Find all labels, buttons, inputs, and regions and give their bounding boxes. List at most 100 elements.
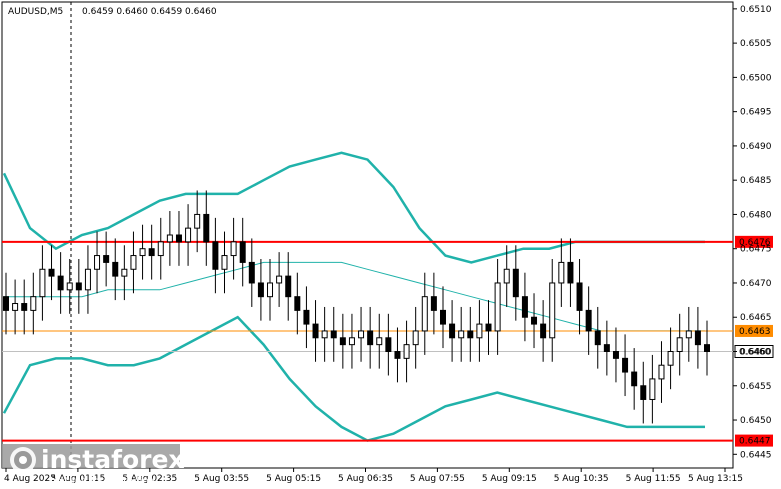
bollinger-lower-line [2, 315, 705, 442]
y-tick-label: 0.6510 [740, 5, 772, 15]
candle-body [321, 330, 328, 339]
support-price-tag [735, 434, 773, 447]
level-lines: 0.6476 0.6463 0.6460 0.6447 [2, 235, 774, 447]
candle-body [558, 261, 565, 284]
y-tick-label: 0.6450 [740, 416, 772, 426]
candle-body [66, 282, 73, 291]
x-tick-label: 5 Aug 09:15 [482, 474, 537, 484]
candle-body [103, 255, 110, 263]
candle-body [185, 227, 192, 243]
candles [3, 190, 710, 424]
candle-body [476, 323, 483, 339]
candle-body [421, 296, 428, 332]
candle-body [348, 337, 355, 346]
candle-body [704, 344, 710, 353]
candle-body [494, 282, 501, 332]
candle-body [612, 351, 619, 359]
watermark-brand: instaforex [41, 445, 185, 474]
candle-body [121, 268, 128, 277]
y-tick-label: 0.6455 [740, 382, 772, 392]
candle-body [30, 296, 37, 311]
candle-body [148, 248, 155, 257]
y-tick-label: 0.6480 [740, 210, 772, 220]
candle-body [358, 330, 365, 339]
y-tick-label: 0.6475 [740, 245, 772, 255]
x-tick-label: 5 Aug 02:35 [122, 474, 177, 484]
candle-body [166, 234, 173, 243]
candle-body [531, 316, 538, 325]
candle-body [385, 337, 392, 353]
candle-body [84, 268, 91, 291]
candle-body [449, 323, 456, 339]
candle-body [212, 241, 219, 270]
x-tick-label: 4 Aug 2023 [4, 474, 56, 484]
candle-body [567, 261, 574, 284]
candle-body [521, 296, 528, 318]
x-tick-label: 5 Aug 05:15 [266, 474, 321, 484]
candle-body [339, 337, 346, 346]
candle-body [585, 309, 592, 332]
candle-body [303, 309, 310, 325]
y-tick-label: 0.6485 [740, 176, 772, 186]
candle-body [285, 275, 292, 298]
candle-body [676, 337, 683, 353]
candle-body [130, 255, 137, 270]
candle-body [112, 261, 119, 277]
candle-body [503, 268, 510, 284]
candle-body [239, 241, 246, 263]
candle-body [194, 213, 201, 229]
candle-body [376, 337, 383, 346]
candle-body [230, 241, 237, 257]
candle-body [175, 234, 182, 243]
candle-body [403, 344, 410, 359]
candle-body [640, 385, 647, 400]
instaforex-watermark: instaforex Instant Forex Trading [2, 444, 185, 487]
candle-body [221, 255, 228, 270]
y-tick-label: 0.6505 [740, 39, 772, 49]
y-tick-label: 0.6445 [740, 450, 772, 460]
support-price-label: 0.6447 [739, 437, 771, 447]
candle-body [685, 330, 692, 339]
orange-level-price-tag [735, 324, 773, 337]
candle-body [203, 213, 210, 243]
candle-body [540, 323, 547, 339]
candle-body [658, 364, 665, 380]
candle-body [603, 344, 610, 353]
candle-body [3, 296, 9, 311]
plot-frame [1, 1, 734, 469]
x-tick-label: 5 Aug 03:55 [194, 474, 249, 484]
candle-body [430, 296, 437, 311]
orange-level-price-label: 0.6463 [739, 327, 771, 337]
candle-body [467, 330, 474, 339]
candle-body [367, 330, 374, 346]
candle-body [94, 255, 101, 270]
candle-body [512, 268, 519, 298]
watermark-tagline: Instant Forex Trading [50, 476, 155, 487]
x-tick-label: 5 Aug 11:55 [626, 474, 681, 484]
instaforex-logo-icon [10, 447, 36, 473]
y-tick-label: 0.6495 [740, 108, 772, 118]
y-tick-label: 0.6490 [740, 142, 772, 152]
x-tick-label: 5 Aug 10:35 [554, 474, 609, 484]
candle-body [75, 282, 82, 291]
candle-body [294, 296, 301, 311]
candle-body [394, 351, 401, 359]
y-tick-label: 0.6465 [740, 313, 772, 323]
x-tick-label: 5 Aug 01:15 [50, 474, 105, 484]
candle-body [267, 282, 274, 298]
candle-body [694, 330, 701, 346]
resistance-price-tag [735, 235, 773, 248]
candle-body [667, 351, 674, 366]
y-tick-label: 0.6470 [740, 279, 772, 289]
candle-body [312, 323, 319, 339]
candle-body [157, 241, 164, 257]
resistance-price-label: 0.6476 [739, 238, 771, 248]
price-axis: 0.6510 0.6505 0.6500 0.6495 0.6490 0.6485 0.64… [733, 5, 772, 460]
candle-body [276, 275, 283, 284]
current-price-price-label: 0.6460 [739, 348, 771, 358]
candle-body [39, 268, 46, 298]
chart-header-symbol: AUDUSD,M5 [8, 7, 63, 17]
